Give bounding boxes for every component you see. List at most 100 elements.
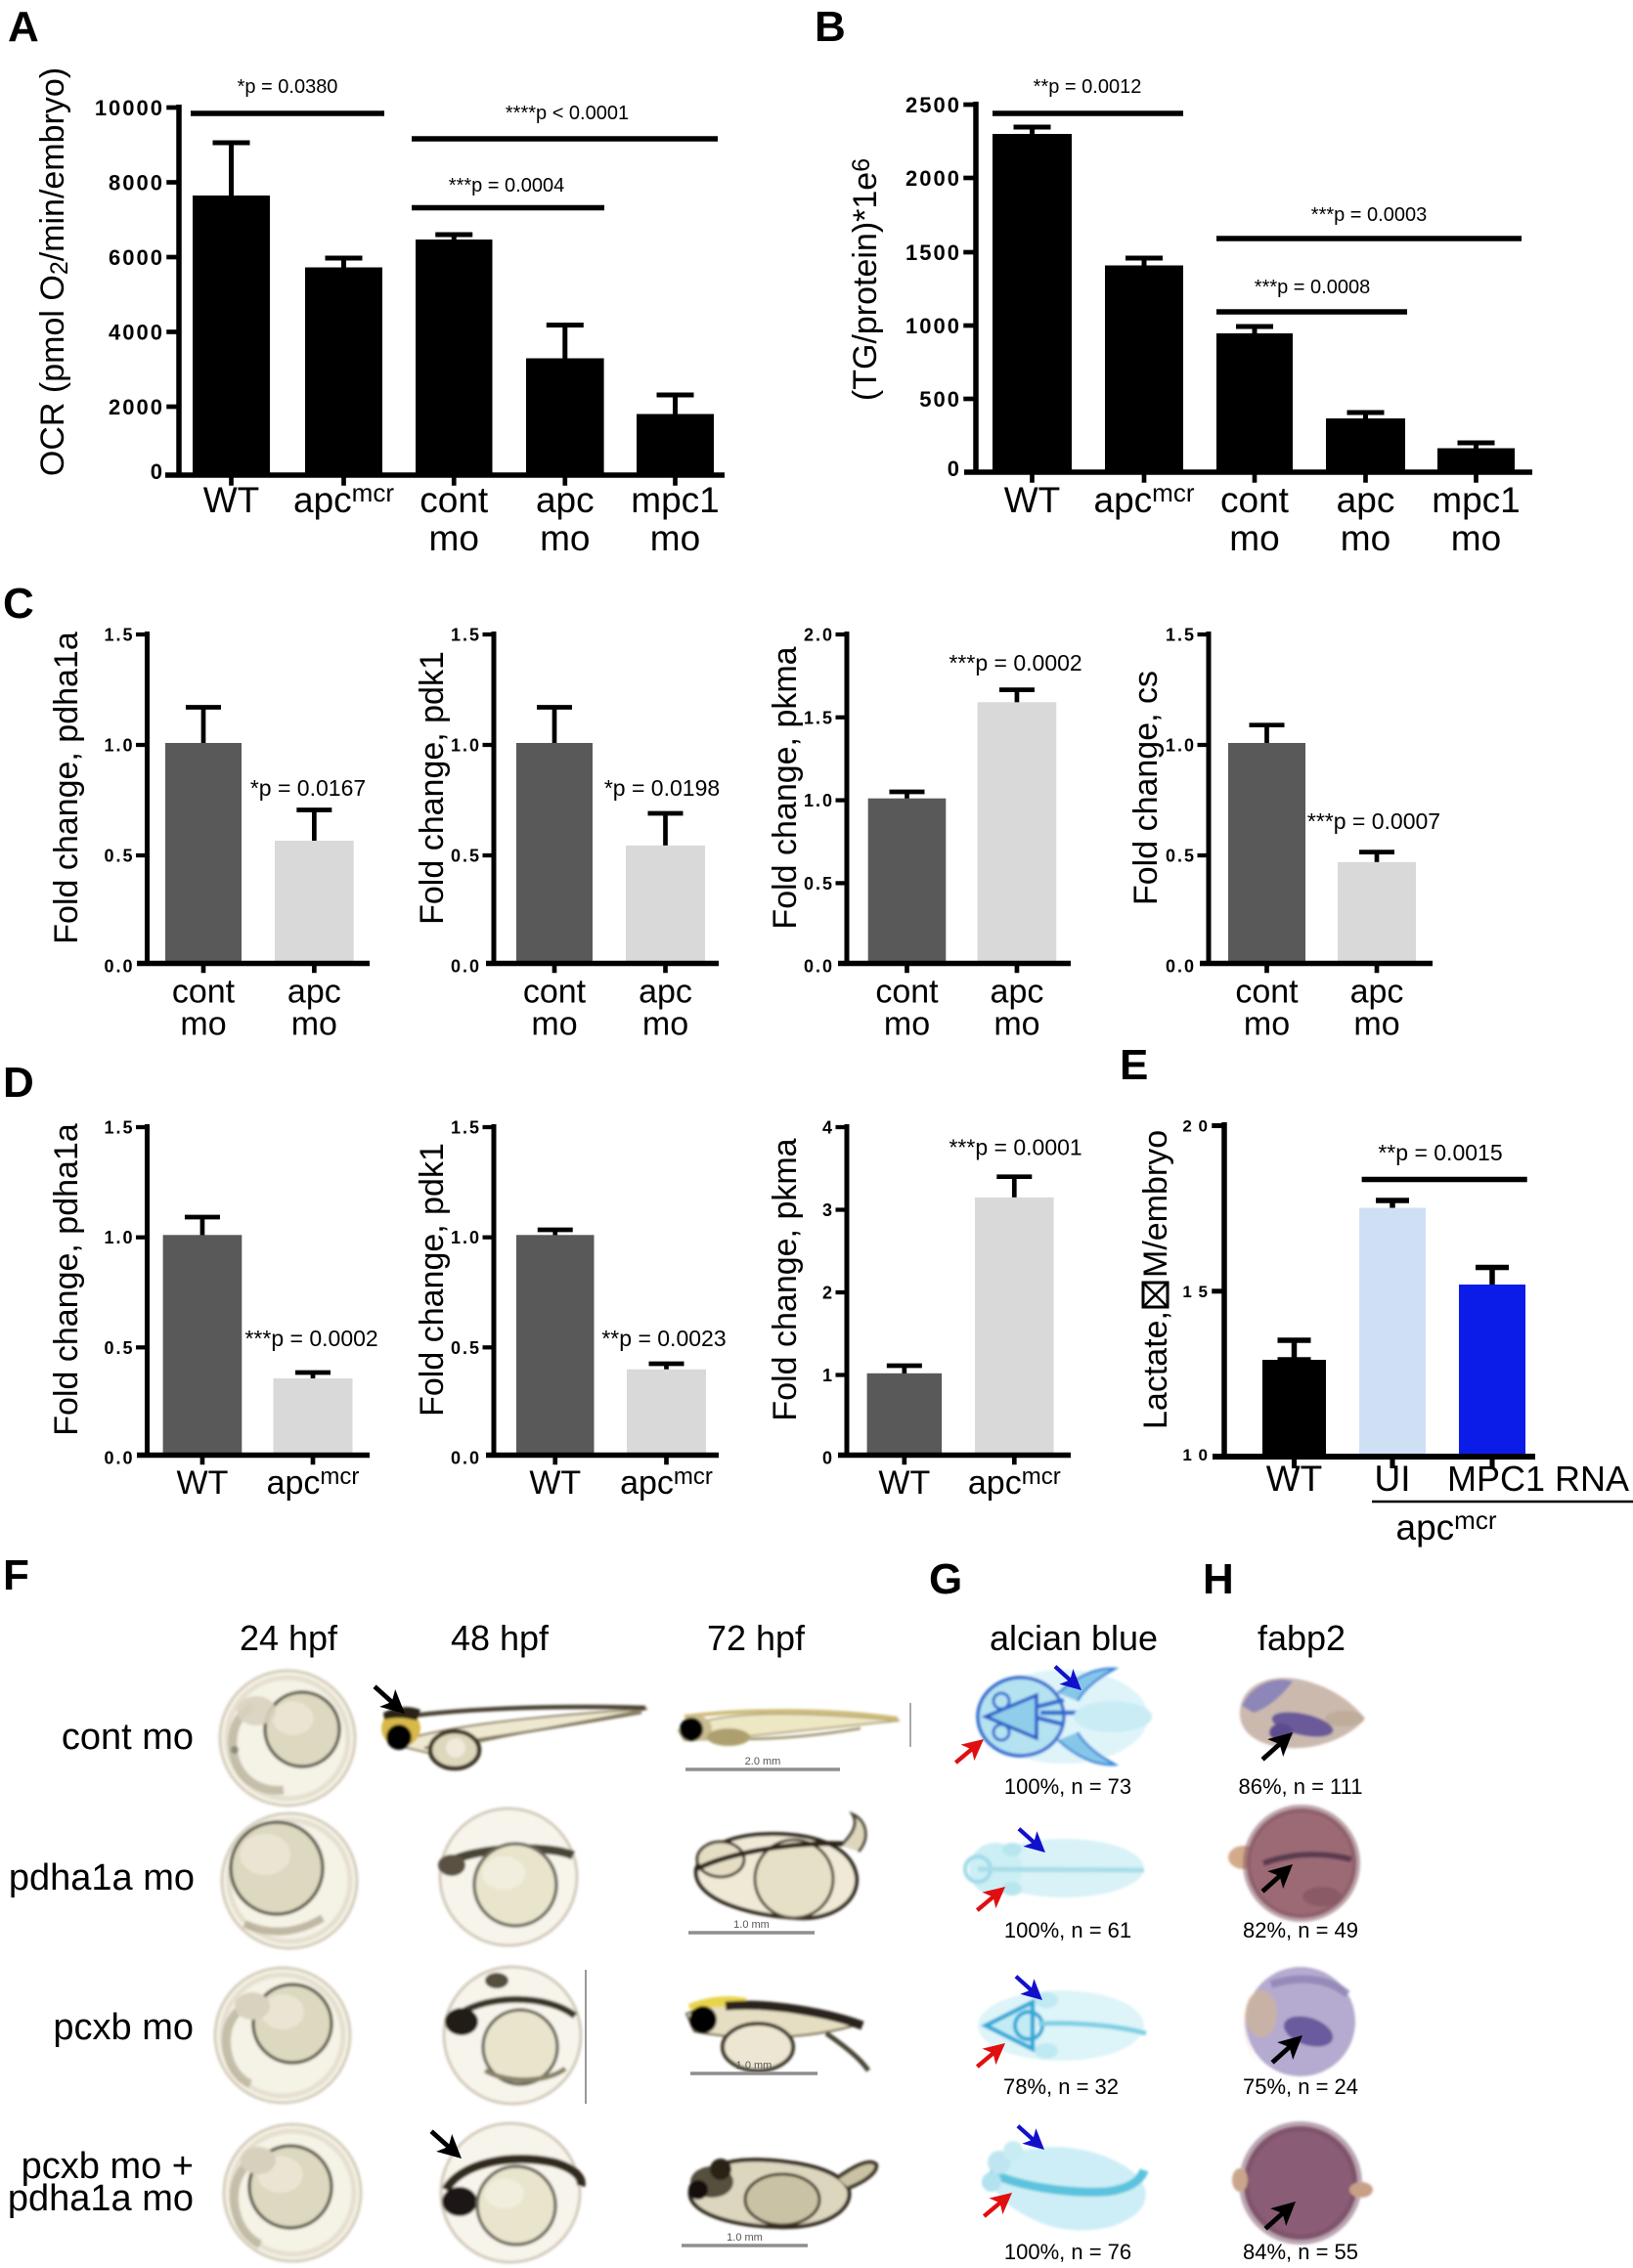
svg-text:mo: mo bbox=[291, 1006, 337, 1043]
svg-text:cont: cont bbox=[419, 480, 489, 520]
svg-text:pdha1a mo: pdha1a mo bbox=[8, 2178, 194, 2219]
svg-text:0: 0 bbox=[822, 1449, 834, 1468]
svg-text:*p = 0.0380: *p = 0.0380 bbox=[238, 76, 338, 98]
svg-text:apc: apc bbox=[991, 974, 1044, 1011]
svg-text:WT: WT bbox=[1266, 1459, 1323, 1499]
svg-text:0.0: 0.0 bbox=[104, 1449, 134, 1468]
svg-text:Fold change, pkma: Fold change, pkma bbox=[767, 646, 804, 929]
svg-text:Fold change, pdk1: Fold change, pdk1 bbox=[414, 651, 451, 925]
svg-text:cont: cont bbox=[172, 974, 236, 1011]
svg-text:M/embryo: M/embryo bbox=[1137, 1130, 1174, 1278]
svg-text:0.5: 0.5 bbox=[451, 1338, 481, 1358]
svg-text:1.5: 1.5 bbox=[104, 626, 134, 645]
svg-text:Fold change, cs: Fold change, cs bbox=[1127, 671, 1165, 905]
svg-text:4: 4 bbox=[822, 1118, 834, 1138]
svg-text:G: G bbox=[929, 1555, 962, 1603]
svg-text:Lactate,: Lactate, bbox=[1137, 1311, 1174, 1429]
svg-text:mo: mo bbox=[180, 1006, 226, 1043]
svg-text:0.5: 0.5 bbox=[451, 847, 481, 866]
svg-text:1.0: 1.0 bbox=[1166, 736, 1196, 756]
svg-text:72 hpf: 72 hpf bbox=[707, 1618, 806, 1658]
svg-text:1: 1 bbox=[822, 1366, 834, 1385]
svg-text:cont: cont bbox=[1235, 974, 1299, 1011]
svg-text:0.0: 0.0 bbox=[451, 957, 481, 977]
svg-text:WT: WT bbox=[1004, 480, 1061, 520]
svg-text:1.5: 1.5 bbox=[451, 626, 481, 645]
svg-text:*p = 0.0167: *p = 0.0167 bbox=[250, 775, 366, 801]
svg-text:apcmcr: apcmcr bbox=[620, 1463, 713, 1502]
svg-text:82%, n = 49: 82%, n = 49 bbox=[1243, 1918, 1358, 1942]
svg-text:***p = 0.0008: ***p = 0.0008 bbox=[1255, 277, 1370, 298]
svg-text:mpc1: mpc1 bbox=[631, 480, 719, 520]
svg-text:4000: 4000 bbox=[109, 321, 164, 345]
svg-text:2.0: 2.0 bbox=[804, 626, 834, 645]
svg-text:0.0: 0.0 bbox=[1166, 957, 1196, 977]
svg-text:pdha1a mo: pdha1a mo bbox=[9, 1857, 195, 1898]
svg-text:mo: mo bbox=[531, 1006, 577, 1043]
svg-text:Fold change, pkma: Fold change, pkma bbox=[767, 1138, 804, 1420]
svg-text:1.5: 1.5 bbox=[804, 708, 834, 727]
svg-text:***p = 0.0002: ***p = 0.0002 bbox=[244, 1326, 377, 1351]
svg-text:mo: mo bbox=[650, 518, 700, 558]
svg-text:mo: mo bbox=[429, 518, 479, 558]
svg-text:WT: WT bbox=[203, 480, 260, 520]
svg-text:10000: 10000 bbox=[95, 96, 164, 120]
svg-text:1.0: 1.0 bbox=[104, 736, 134, 756]
svg-text:mo: mo bbox=[1244, 1006, 1290, 1043]
svg-text:6000: 6000 bbox=[109, 245, 164, 270]
svg-text:0: 0 bbox=[151, 459, 164, 484]
svg-text:apc: apc bbox=[639, 974, 692, 1011]
svg-text:mo: mo bbox=[540, 518, 590, 558]
svg-text:***p = 0.0002: ***p = 0.0002 bbox=[949, 650, 1081, 676]
svg-text:B: B bbox=[815, 3, 846, 51]
svg-text:F: F bbox=[3, 1551, 29, 1599]
svg-text:alcian blue: alcian blue bbox=[990, 1618, 1158, 1658]
svg-text:0.5: 0.5 bbox=[104, 1338, 134, 1358]
svg-text:mo: mo bbox=[1229, 518, 1279, 558]
svg-text:WT: WT bbox=[529, 1464, 581, 1502]
svg-text:Fold change, pdha1a: Fold change, pdha1a bbox=[48, 1123, 85, 1436]
svg-text:1.5: 1.5 bbox=[1166, 626, 1196, 645]
svg-text:fabp2: fabp2 bbox=[1258, 1618, 1346, 1658]
svg-text:78%, n = 32: 78%, n = 32 bbox=[1003, 2074, 1119, 2099]
svg-text:2.0 mm: 2.0 mm bbox=[745, 1756, 781, 1767]
svg-text:mo: mo bbox=[642, 1006, 688, 1043]
svg-text:H: H bbox=[1203, 1555, 1234, 1603]
svg-text:0.0: 0.0 bbox=[104, 957, 134, 977]
svg-text:8000: 8000 bbox=[109, 171, 164, 196]
svg-text:**p = 0.0012: **p = 0.0012 bbox=[1034, 76, 1142, 98]
svg-text:mo: mo bbox=[1451, 518, 1501, 558]
svg-text:***p = 0.0007: ***p = 0.0007 bbox=[1307, 808, 1440, 834]
svg-text:1 5: 1 5 bbox=[1182, 1283, 1209, 1301]
svg-text:1.5: 1.5 bbox=[104, 1118, 134, 1138]
svg-text:Fold change, pdk1: Fold change, pdk1 bbox=[414, 1143, 451, 1417]
svg-text:1.0: 1.0 bbox=[451, 736, 481, 756]
svg-text:mpc1: mpc1 bbox=[1432, 480, 1520, 520]
svg-text:cont mo: cont mo bbox=[62, 1717, 194, 1758]
svg-text:***p = 0.0004: ***p = 0.0004 bbox=[449, 175, 564, 196]
svg-text:E: E bbox=[1120, 1041, 1148, 1089]
svg-text:0: 0 bbox=[948, 457, 961, 481]
svg-text:0.5: 0.5 bbox=[804, 874, 834, 894]
svg-text:86%, n = 111: 86%, n = 111 bbox=[1238, 1774, 1362, 1799]
svg-text:100%, n = 61: 100%, n = 61 bbox=[1004, 1918, 1131, 1942]
svg-text:1.0: 1.0 bbox=[451, 1228, 481, 1247]
svg-text:apcmcr: apcmcr bbox=[1396, 1505, 1497, 1548]
svg-text:**p = 0.0023: **p = 0.0023 bbox=[601, 1326, 726, 1351]
svg-text:apc: apc bbox=[1337, 480, 1395, 520]
svg-text:2 0: 2 0 bbox=[1182, 1117, 1209, 1136]
svg-text:100%, n = 73: 100%, n = 73 bbox=[1004, 1774, 1131, 1799]
svg-text:500: 500 bbox=[919, 387, 961, 412]
svg-text:1 0: 1 0 bbox=[1182, 1446, 1209, 1464]
svg-text:100%, n = 76: 100%, n = 76 bbox=[1004, 2240, 1131, 2264]
svg-text:1.0 mm: 1.0 mm bbox=[727, 2232, 763, 2244]
svg-text:0.5: 0.5 bbox=[1166, 847, 1196, 866]
svg-text:apc: apc bbox=[536, 480, 595, 520]
svg-text:1.0 mm: 1.0 mm bbox=[736, 2060, 772, 2072]
svg-text:***p = 0.0003: ***p = 0.0003 bbox=[1311, 204, 1427, 226]
svg-text:MPC1 RNA: MPC1 RNA bbox=[1447, 1459, 1629, 1499]
svg-text:mo: mo bbox=[1341, 518, 1390, 558]
svg-text:48 hpf: 48 hpf bbox=[451, 1618, 550, 1658]
svg-text:1500: 1500 bbox=[905, 240, 961, 265]
svg-text:24 hpf: 24 hpf bbox=[240, 1618, 338, 1658]
